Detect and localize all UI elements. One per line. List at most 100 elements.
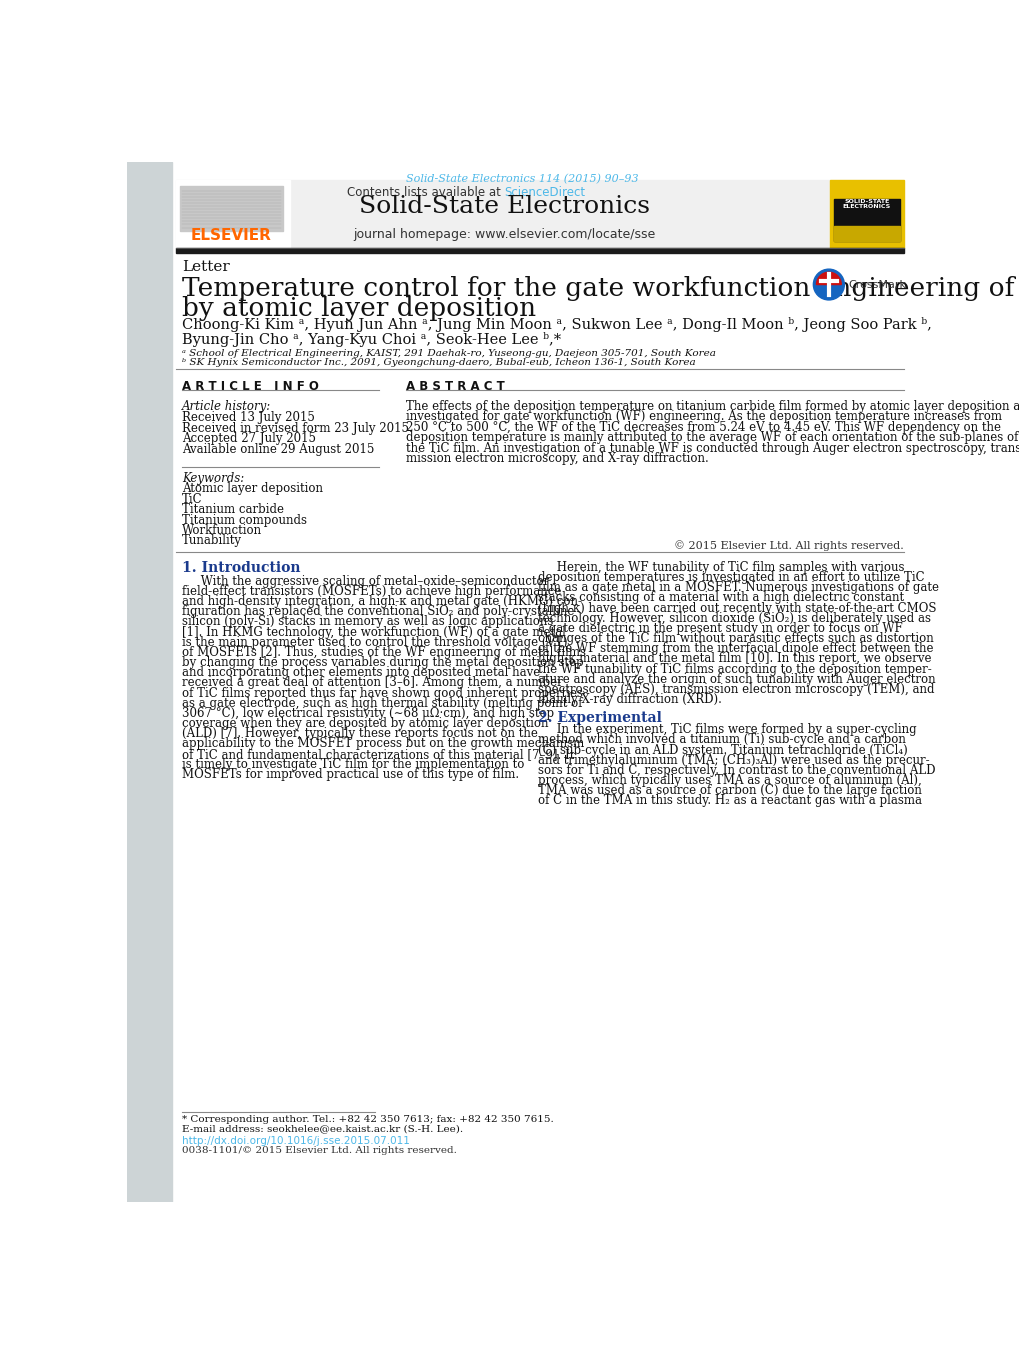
Text: of the WF stemming from the interfacial dipole effect between the: of the WF stemming from the interfacial …: [538, 642, 932, 655]
Text: 2. Experimental: 2. Experimental: [538, 711, 661, 725]
Point: [175, 216, 187, 232]
Text: Solid-State Electronics: Solid-State Electronics: [359, 195, 649, 218]
Text: and high-density integration, a high-κ and metal gate (HKMG) con-: and high-density integration, a high-κ a…: [181, 596, 581, 608]
Point: [175, 185, 187, 201]
Point: [274, 197, 286, 213]
Text: the WF tunability of TiC films according to the deposition temper-: the WF tunability of TiC films according…: [538, 662, 931, 676]
Text: silicon (poly-Si) stacks in memory as well as logic applications: silicon (poly-Si) stacks in memory as we…: [181, 616, 552, 628]
Bar: [175, 180, 829, 247]
Text: In the experiment, TiC films were formed by a super-cycling: In the experiment, TiC films were formed…: [538, 723, 916, 736]
Point: [175, 197, 187, 213]
Point: [175, 189, 187, 205]
Point: [175, 211, 187, 227]
Text: Tunability: Tunability: [181, 535, 242, 547]
Text: (C) sub-cycle in an ALD system. Titanium tetrachloride (TiCl₄): (C) sub-cycle in an ALD system. Titanium…: [538, 743, 907, 757]
Text: CrossMark: CrossMark: [848, 280, 905, 289]
Text: 0038-1101/© 2015 Elsevier Ltd. All rights reserved.: 0038-1101/© 2015 Elsevier Ltd. All right…: [181, 1146, 457, 1155]
Text: deposition temperature is mainly attributed to the average WF of each orientatio: deposition temperature is mainly attribu…: [407, 431, 1018, 444]
Text: of C in the TMA in this study. H₂ as a reactant gas with a plasma: of C in the TMA in this study. H₂ as a r…: [538, 794, 921, 808]
Text: [1]. In HKMG technology, the workfunction (WF) of a gate metal: [1]. In HKMG technology, the workfunctio…: [181, 626, 566, 639]
Text: Contents lists available at: Contents lists available at: [346, 186, 503, 199]
Point: [274, 182, 286, 199]
Text: the TiC film. An investigation of a tunable WF is conducted through Auger electr: the TiC film. An investigation of a tuna…: [407, 442, 1019, 455]
Text: ELSEVIER: ELSEVIER: [191, 228, 271, 243]
Text: mission electron microscopy, and X-ray diffraction.: mission electron microscopy, and X-ray d…: [407, 453, 708, 465]
Point: [274, 185, 286, 201]
Text: A R T I C L E   I N F O: A R T I C L E I N F O: [181, 380, 318, 393]
Point: [400, 382, 413, 399]
Text: Byung-Jin Cho ᵃ, Yang-Kyu Choi ᵃ, Seok-Hee Lee ᵇ,*: Byung-Jin Cho ᵃ, Yang-Kyu Choi ᵃ, Seok-H…: [181, 331, 560, 346]
Text: and trimethylaluminum (TMA; (CH₃)₃Al) were used as the precur-: and trimethylaluminum (TMA; (CH₃)₃Al) we…: [538, 754, 929, 767]
Point: [274, 204, 286, 220]
Bar: [127, 162, 172, 1202]
Text: Keywords:: Keywords:: [181, 473, 244, 485]
Text: field-effect transistors (MOSFETs) to achieve high performance: field-effect transistors (MOSFETs) to ac…: [181, 585, 560, 598]
Point: [175, 201, 187, 218]
Circle shape: [812, 269, 844, 300]
Point: [274, 213, 286, 230]
Text: coverage when they are deposited by atomic layer deposition: coverage when they are deposited by atom…: [181, 717, 548, 730]
Point: [274, 192, 286, 208]
Bar: [834, 226, 900, 242]
Point: [175, 204, 187, 220]
Text: method which involved a titanium (Ti) sub-cycle and a carbon: method which involved a titanium (Ti) su…: [538, 734, 905, 747]
Point: [175, 207, 187, 223]
Wedge shape: [815, 273, 841, 285]
Text: TMA was used as a source of carbon (C) due to the large faction: TMA was used as a source of carbon (C) d…: [538, 785, 921, 797]
Text: film as a gate metal in a MOSFET. Numerous investigations of gate: film as a gate metal in a MOSFET. Numero…: [538, 581, 938, 594]
Point: [175, 459, 187, 476]
Text: Atomic layer deposition: Atomic layer deposition: [181, 482, 322, 496]
Text: (high-κ) have been carried out recently with state-of-the-art CMOS: (high-κ) have been carried out recently …: [538, 601, 935, 615]
Text: ᵇ SK Hynix Semiconductor Inc., 2091, Gyeongchung-daero, Bubal-eub, Icheon 136-1,: ᵇ SK Hynix Semiconductor Inc., 2091, Gye…: [181, 358, 695, 367]
Point: [373, 459, 385, 476]
Text: changes of the TiC film without parasitic effects such as distortion: changes of the TiC film without parasiti…: [538, 632, 933, 646]
Text: of TiC and fundamental characterizations of this material [7–9]. It: of TiC and fundamental characterizations…: [181, 747, 574, 761]
Text: process, which typically uses TMA as a source of aluminum (Al),: process, which typically uses TMA as a s…: [538, 774, 921, 788]
Text: Letter: Letter: [181, 259, 229, 274]
Text: of TiC films reported thus far have shown good inherent properties: of TiC films reported thus far have show…: [181, 686, 582, 700]
Text: A B S T R A C T: A B S T R A C T: [407, 380, 504, 393]
Bar: [175, 247, 903, 253]
Text: sors for Ti and C, respectively. In contrast to the conventional ALD: sors for Ti and C, respectively. In cont…: [538, 763, 934, 777]
Text: 1. Introduction: 1. Introduction: [181, 561, 300, 576]
Text: Accepted 27 July 2015: Accepted 27 July 2015: [181, 432, 316, 446]
Text: and incorporating other elements into deposited metal have: and incorporating other elements into de…: [181, 666, 539, 680]
Text: figuration has replaced the conventional SiO₂ and poly-crystalline: figuration has replaced the conventional…: [181, 605, 574, 619]
Text: of MOSFETs [2]. Thus, studies of the WF engineering of metal films: of MOSFETs [2]. Thus, studies of the WF …: [181, 646, 585, 659]
Bar: [175, 180, 290, 247]
Text: Received 13 July 2015: Received 13 July 2015: [181, 411, 314, 424]
Point: [274, 207, 286, 223]
Text: 3067 °C), low electrical resistivity (∼68 μΩ·cm), and high step: 3067 °C), low electrical resistivity (∼6…: [181, 707, 553, 720]
Point: [274, 211, 286, 227]
Text: 250 °C to 500 °C, the WF of the TiC decreases from 5.24 eV to 4.45 eV. This WF d: 250 °C to 500 °C, the WF of the TiC decr…: [407, 422, 1001, 434]
Text: is timely to investigate TiC film for the implementation to: is timely to investigate TiC film for th…: [181, 758, 524, 771]
Point: [369, 1104, 381, 1120]
Point: [175, 382, 187, 399]
Text: SOLID-STATE: SOLID-STATE: [844, 199, 889, 204]
Point: [175, 192, 187, 208]
Text: applicability to the MOSFET process but on the growth mechanism: applicability to the MOSFET process but …: [181, 738, 584, 750]
Point: [175, 1104, 187, 1120]
Text: technology. However, silicon dioxide (SiO₂) is deliberately used as: technology. However, silicon dioxide (Si…: [538, 612, 930, 624]
Point: [175, 182, 187, 199]
Text: Article history:: Article history:: [181, 400, 271, 413]
Text: ScienceDirect: ScienceDirect: [503, 186, 585, 199]
Text: ELECTRONICS: ELECTRONICS: [842, 204, 891, 209]
Point: [175, 195, 187, 211]
Point: [274, 189, 286, 205]
Point: [373, 382, 385, 399]
Text: investigated for gate workfunction (WF) engineering. As the deposition temperatu: investigated for gate workfunction (WF) …: [407, 411, 1002, 423]
Text: journal homepage: www.elsevier.com/locate/sse: journal homepage: www.elsevier.com/locat…: [353, 228, 654, 240]
Text: received a great deal of attention [3–6]. Among them, a number: received a great deal of attention [3–6]…: [181, 677, 561, 689]
Text: mainly X-ray diffraction (XRD).: mainly X-ray diffraction (XRD).: [538, 693, 721, 707]
Text: The effects of the deposition temperature on titanium carbide film formed by ato: The effects of the deposition temperatur…: [407, 400, 1019, 413]
Text: E-mail address: seokhelee@ee.kaist.ac.kr (S.-H. Lee).: E-mail address: seokhelee@ee.kaist.ac.kr…: [181, 1124, 463, 1133]
Text: Titanium compounds: Titanium compounds: [181, 513, 307, 527]
Text: Choong-Ki Kim ᵃ, Hyun Jun Ahn ᵃ, Jung Min Moon ᵃ, Sukwon Lee ᵃ, Dong-Il Moon ᵇ, : Choong-Ki Kim ᵃ, Hyun Jun Ahn ᵃ, Jung Mi…: [181, 317, 930, 332]
Text: stacks consisting of a material with a high dielectric constant: stacks consisting of a material with a h…: [538, 592, 904, 604]
Bar: [180, 186, 282, 231]
Point: [175, 213, 187, 230]
Bar: [829, 180, 903, 247]
Text: Solid-State Electronics 114 (2015) 90–93: Solid-State Electronics 114 (2015) 90–93: [406, 174, 639, 184]
Point: [274, 219, 286, 235]
